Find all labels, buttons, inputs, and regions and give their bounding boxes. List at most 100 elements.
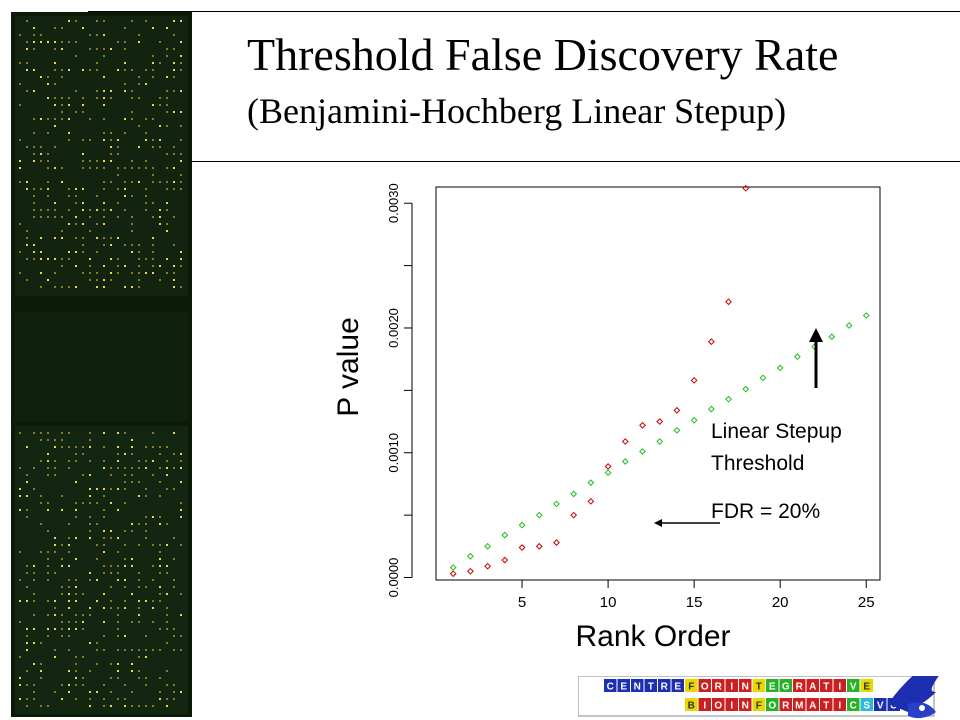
array-spot	[180, 62, 182, 64]
pvalue-point	[707, 338, 715, 346]
array-spot	[61, 76, 63, 78]
logo-letter-box	[793, 698, 806, 711]
logo-letter-box	[698, 679, 711, 692]
array-spot	[26, 446, 28, 448]
array-spot	[103, 537, 105, 539]
threshold-point	[759, 374, 767, 382]
array-spot	[82, 593, 84, 595]
logo-letter: R	[715, 682, 723, 693]
array-spot	[68, 460, 70, 462]
array-spot	[103, 516, 105, 518]
array-spot	[54, 237, 56, 239]
array-spot	[103, 551, 105, 553]
array-spot	[26, 481, 28, 483]
logo-letter-box	[698, 698, 711, 711]
array-spot	[159, 572, 161, 574]
array-spot	[61, 230, 63, 232]
logo-letter: T	[756, 682, 762, 693]
array-spot	[54, 62, 56, 64]
array-spot	[89, 705, 91, 707]
array-spot	[61, 558, 63, 560]
array-spot	[159, 523, 161, 525]
array-spot	[124, 69, 126, 71]
array-spot	[19, 684, 21, 686]
array-spot	[110, 272, 112, 274]
array-spot	[145, 460, 147, 462]
array-spot	[103, 209, 105, 211]
array-spot	[166, 223, 168, 225]
y-tick-label: 0.0030	[386, 183, 401, 223]
array-spot	[138, 621, 140, 623]
array-spot	[89, 537, 91, 539]
array-spot	[138, 579, 140, 581]
array-spot	[96, 69, 98, 71]
array-spot	[166, 125, 168, 127]
logo-letter-box	[833, 698, 846, 711]
array-spot	[26, 649, 28, 651]
array-spot	[26, 62, 28, 64]
array-spot	[61, 593, 63, 595]
array-spot	[47, 551, 49, 553]
logo-letter-box	[725, 679, 738, 692]
array-spot	[117, 579, 119, 581]
array-spot	[159, 265, 161, 267]
pvalue-point	[501, 556, 509, 564]
array-spot	[117, 174, 119, 176]
array-spot	[166, 593, 168, 595]
array-spot	[103, 279, 105, 281]
array-spot	[166, 272, 168, 274]
array-spot	[89, 279, 91, 281]
logo-letter: T	[823, 682, 829, 693]
array-spot	[33, 27, 35, 29]
array-spot	[40, 41, 42, 43]
array-spot	[117, 146, 119, 148]
array-spot	[75, 677, 77, 679]
array-spot	[54, 258, 56, 260]
array-spot	[138, 41, 140, 43]
array-spot	[173, 586, 175, 588]
array-spot	[131, 558, 133, 560]
array-spot	[61, 439, 63, 441]
logo-letter-box	[631, 679, 644, 692]
array-spot	[96, 167, 98, 169]
array-spot	[124, 600, 126, 602]
array-spot	[103, 488, 105, 490]
logo-letter: N	[634, 682, 641, 693]
array-spot	[173, 691, 175, 693]
array-spot	[54, 216, 56, 218]
logo-letter-box	[860, 679, 873, 692]
array-spot	[138, 677, 140, 679]
array-spot	[124, 167, 126, 169]
array-spot	[180, 265, 182, 267]
array-spot	[61, 27, 63, 29]
array-spot	[180, 691, 182, 693]
array-spot	[19, 223, 21, 225]
array-spot	[152, 474, 154, 476]
array-spot	[103, 544, 105, 546]
array-spot	[145, 649, 147, 651]
array-spot	[54, 649, 56, 651]
array-spot	[138, 279, 140, 281]
array-spot	[61, 565, 63, 567]
array-spot	[117, 453, 119, 455]
logo-letter-box	[658, 679, 671, 692]
array-spot	[180, 258, 182, 260]
array-spot	[145, 188, 147, 190]
array-spot	[117, 614, 119, 616]
array-spot	[19, 34, 21, 36]
logo-letter: I	[730, 682, 733, 693]
array-spot	[124, 27, 126, 29]
array-spot	[75, 216, 77, 218]
array-spot	[124, 41, 126, 43]
array-spot	[103, 202, 105, 204]
array-spot	[180, 139, 182, 141]
array-spot	[89, 474, 91, 476]
x-tick-label: 10	[600, 594, 617, 611]
array-spot	[159, 481, 161, 483]
logo-letter: E	[674, 682, 681, 693]
y-axis: 0.0000 0.0010 0.0020 0.0030	[386, 183, 413, 597]
array-spot	[138, 272, 140, 274]
array-spot	[96, 642, 98, 644]
array-spot	[68, 20, 70, 22]
logo-letter-box	[766, 679, 779, 692]
